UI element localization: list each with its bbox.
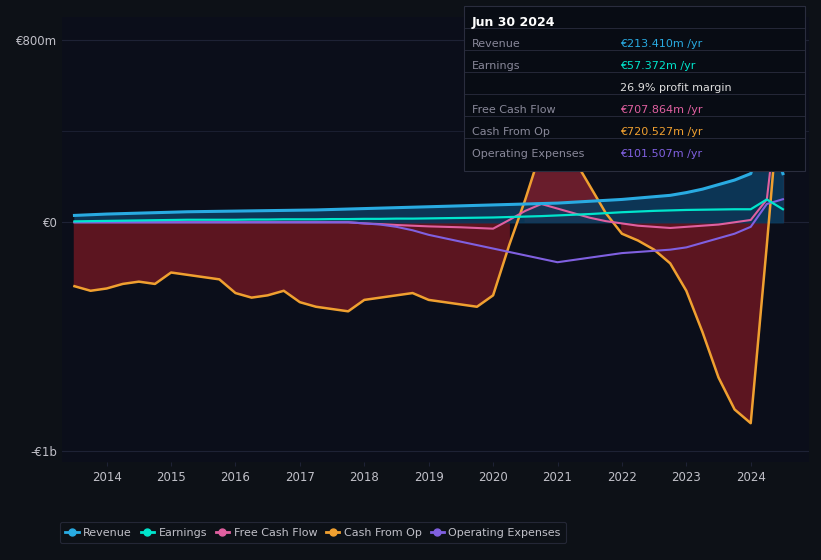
Legend: Revenue, Earnings, Free Cash Flow, Cash From Op, Operating Expenses: Revenue, Earnings, Free Cash Flow, Cash …	[60, 522, 566, 543]
Text: €57.372m /yr: €57.372m /yr	[620, 61, 695, 71]
Text: €213.410m /yr: €213.410m /yr	[620, 39, 702, 49]
Text: €101.507m /yr: €101.507m /yr	[620, 150, 702, 159]
Text: Operating Expenses: Operating Expenses	[472, 150, 585, 159]
Text: €720.527m /yr: €720.527m /yr	[620, 127, 702, 137]
Text: Earnings: Earnings	[472, 61, 521, 71]
Text: €707.864m /yr: €707.864m /yr	[620, 105, 702, 115]
Text: 26.9% profit margin: 26.9% profit margin	[620, 83, 732, 93]
Text: Cash From Op: Cash From Op	[472, 127, 550, 137]
Text: Jun 30 2024: Jun 30 2024	[472, 16, 556, 29]
Text: Revenue: Revenue	[472, 39, 521, 49]
Text: Free Cash Flow: Free Cash Flow	[472, 105, 556, 115]
